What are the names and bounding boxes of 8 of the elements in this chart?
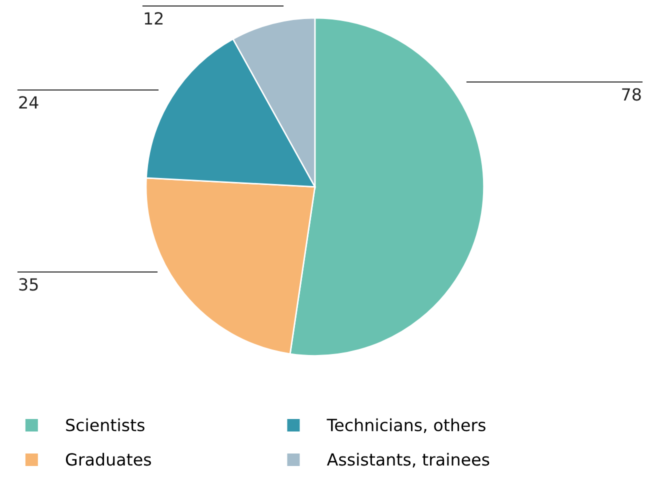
legend-label: Graduates xyxy=(66,452,151,466)
legend-label: Technicians, others xyxy=(326,418,486,434)
legend-label: Assistants, trainees xyxy=(326,452,490,468)
data-label: 78 xyxy=(622,88,641,101)
legend-label: Scientists xyxy=(66,418,144,432)
data-label: 24 xyxy=(19,96,38,108)
data-label: 35 xyxy=(19,278,38,291)
data-label: 12 xyxy=(144,12,163,24)
